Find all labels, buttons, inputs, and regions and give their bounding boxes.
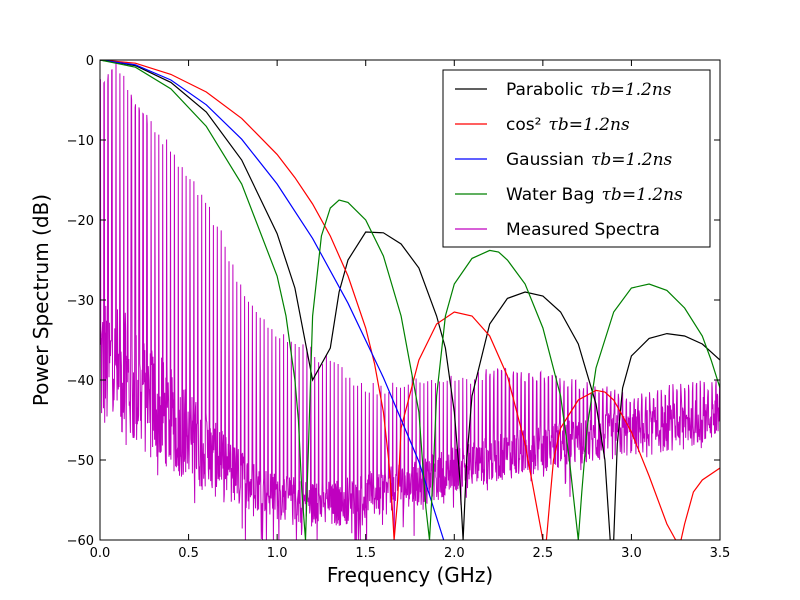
legend-box (442, 69, 711, 248)
series-line-parabolic (100, 60, 720, 540)
y-tick-label: −20 (67, 214, 94, 229)
legend-tau-label: τb=1.2ns (602, 185, 684, 205)
legend-label: Gaussian (506, 150, 584, 170)
x-tick-label: 1.0 (267, 546, 288, 561)
y-tick-label: −50 (67, 454, 94, 469)
legend-tau-label: τb=1.2ns (591, 150, 673, 170)
y-tick-label: 0 (86, 54, 94, 69)
x-tick-label: 2.0 (444, 546, 465, 561)
y-tick-label: −30 (67, 294, 94, 309)
legend: Parabolic τb=1.2ns cos² τb=1.2ns Gaussian τb=… (442, 69, 711, 248)
series-line-measured-spectra (100, 61, 720, 540)
series-line-gaussian (100, 60, 445, 540)
legend-label: Parabolic (506, 80, 583, 100)
x-tick-label: 2.5 (533, 546, 554, 561)
ticks: 0.0 0.5 1.0 1.5 2.0 2.5 3.0 3.5 0 −10 −20 −30 −40 −50… (67, 54, 731, 561)
series-line-cos (100, 60, 720, 540)
legend-label: cos² (506, 115, 541, 135)
series-line-water-bag (100, 60, 720, 540)
y-tick-label: −40 (67, 374, 94, 389)
x-tick-label: 3.5 (710, 546, 731, 561)
y-tick-label: −10 (67, 134, 94, 149)
legend-tau-label: τb=1.2ns (548, 115, 630, 135)
y-tick-label: −60 (67, 534, 94, 549)
x-tick-label: 1.5 (355, 546, 376, 561)
legend-tau-label: τb=1.2ns (590, 80, 672, 100)
x-tick-label: 0.5 (178, 546, 199, 561)
x-axis-label: Frequency (GHz) (327, 563, 493, 587)
legend-label: Water Bag (506, 185, 595, 205)
x-tick-label: 0.0 (90, 546, 111, 561)
plot-content (100, 60, 720, 540)
y-axis-label: Power Spectrum (dB) (29, 194, 53, 406)
x-tick-label: 3.0 (621, 546, 642, 561)
legend-label: Measured Spectra (506, 220, 660, 240)
